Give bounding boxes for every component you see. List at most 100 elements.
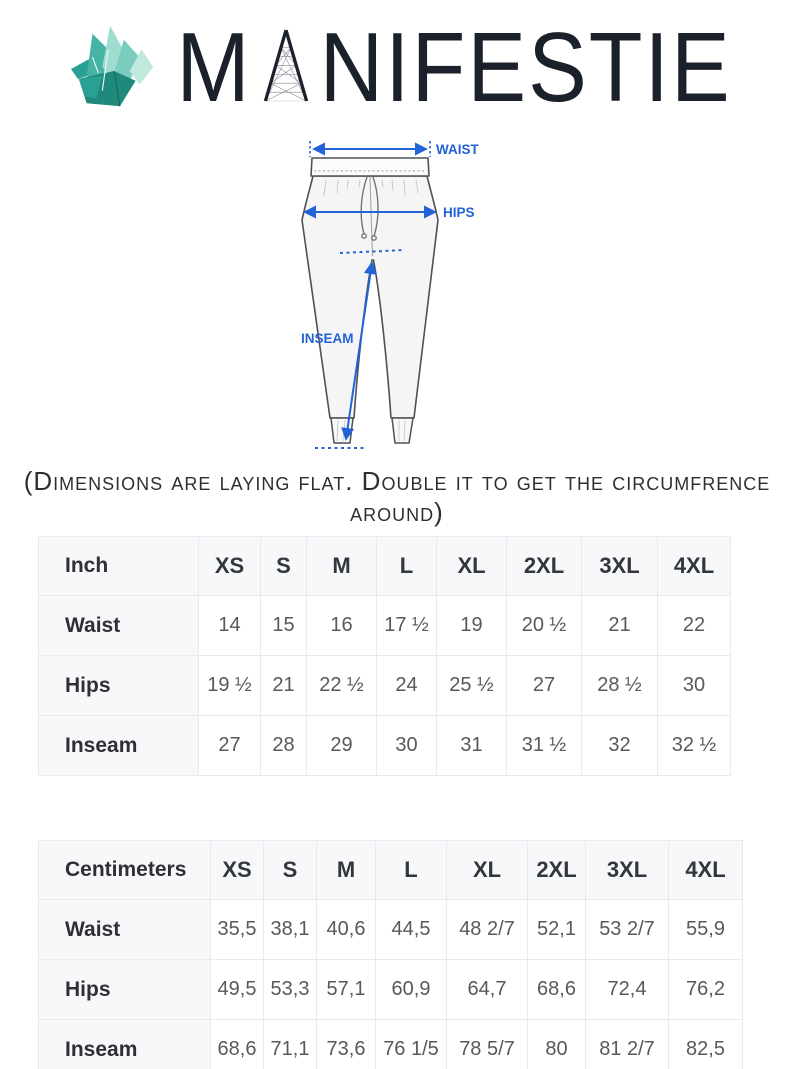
size-header-4xl: 4XL xyxy=(657,536,731,596)
cell-value: 32 ½ xyxy=(657,715,731,776)
cell-value: 72,4 xyxy=(585,959,669,1020)
size-header-3xl: 3XL xyxy=(585,840,669,900)
cell-value: 31 xyxy=(436,715,507,776)
cell-value: 60,9 xyxy=(375,959,447,1020)
cell-value: 38,1 xyxy=(263,899,317,960)
cell-value: 68,6 xyxy=(210,1019,264,1069)
size-header-l: L xyxy=(376,536,437,596)
row-label-inseam: Inseam xyxy=(38,1019,211,1069)
cell-value: 21 xyxy=(260,655,307,716)
cell-value: 21 xyxy=(581,595,658,656)
size-header-xl: XL xyxy=(436,536,507,596)
row-label-hips: Hips xyxy=(38,959,211,1020)
cell-value: 20 ½ xyxy=(506,595,582,656)
cell-value: 68,6 xyxy=(527,959,586,1020)
size-header-3xl: 3XL xyxy=(581,536,658,596)
cell-value: 32 xyxy=(581,715,658,776)
joggers-diagram: WAIST HIPS INSEAM xyxy=(301,141,480,449)
cell-value: 28 xyxy=(260,715,307,776)
centimeters-size-table: Centimeters XS S M L XL 2XL 3XL 4XL Wais… xyxy=(38,840,743,1069)
hips-label: HIPS xyxy=(443,205,475,220)
size-header-m: M xyxy=(316,840,376,900)
cell-value: 55,9 xyxy=(668,899,743,960)
size-header-4xl: 4XL xyxy=(668,840,743,900)
size-header-l: L xyxy=(375,840,447,900)
cell-value: 24 xyxy=(376,655,437,716)
cell-value: 71,1 xyxy=(263,1019,317,1069)
cell-value: 40,6 xyxy=(316,899,376,960)
size-header-m: M xyxy=(306,536,377,596)
cell-value: 64,7 xyxy=(446,959,528,1020)
table-row-waist: Waist 14 15 16 17 ½ 19 20 ½ 21 22 xyxy=(38,595,731,656)
cell-value: 25 ½ xyxy=(436,655,507,716)
inch-size-table: Inch XS S M L XL 2XL 3XL 4XL Waist 14 15… xyxy=(38,536,731,776)
cell-value: 82,5 xyxy=(668,1019,743,1069)
cell-value: 30 xyxy=(376,715,437,776)
cell-value: 76,2 xyxy=(668,959,743,1020)
waistband xyxy=(310,157,430,177)
table-row-inseam: Inseam 27 28 29 30 31 31 ½ 32 32 ½ xyxy=(38,715,731,776)
size-header-2xl: 2XL xyxy=(506,536,582,596)
cell-value: 29 xyxy=(306,715,377,776)
cell-value: 22 ½ xyxy=(306,655,377,716)
size-header-xs: XS xyxy=(210,840,264,900)
unit-header: Inch xyxy=(38,536,199,596)
inseam-label: INSEAM xyxy=(301,331,354,346)
cell-value: 17 ½ xyxy=(376,595,437,656)
cell-value: 57,1 xyxy=(316,959,376,1020)
brand-wordmark: M xyxy=(176,10,731,124)
cell-value: 30 xyxy=(657,655,731,716)
cell-value: 76 1/5 xyxy=(375,1019,447,1069)
waist-label: WAIST xyxy=(436,142,480,157)
crystal-logo-icon xyxy=(71,25,154,107)
string-art-a-icon xyxy=(263,29,308,102)
cell-value: 31 ½ xyxy=(506,715,582,776)
size-header-xl: XL xyxy=(446,840,528,900)
table-header-row: Inch XS S M L XL 2XL 3XL 4XL xyxy=(38,536,731,596)
table-row-inseam: Inseam 68,6 71,1 73,6 76 1/5 78 5/7 80 8… xyxy=(38,1019,743,1069)
table-row-hips: Hips 19 ½ 21 22 ½ 24 25 ½ 27 28 ½ 30 xyxy=(38,655,731,716)
measurement-diagram: WAIST HIPS INSEAM xyxy=(0,130,794,464)
cell-value: 49,5 xyxy=(210,959,264,1020)
table-header-row: Centimeters XS S M L XL 2XL 3XL 4XL xyxy=(38,840,743,900)
cell-value: 19 xyxy=(436,595,507,656)
unit-header: Centimeters xyxy=(38,840,211,900)
wordmark-text-after-a: NIFESTIE xyxy=(319,11,732,123)
fabric-wrinkles xyxy=(323,179,419,197)
cell-value: 15 xyxy=(260,595,307,656)
cell-value: 16 xyxy=(306,595,377,656)
brand-logo: M xyxy=(0,0,794,130)
row-label-hips: Hips xyxy=(38,655,199,716)
cell-value: 81 2/7 xyxy=(585,1019,669,1069)
row-label-waist: Waist xyxy=(38,595,199,656)
wordmark-text-before-a: M xyxy=(176,11,252,123)
row-label-inseam: Inseam xyxy=(38,715,199,776)
cell-value: 22 xyxy=(657,595,731,656)
cell-value: 52,1 xyxy=(527,899,586,960)
cell-value: 27 xyxy=(198,715,261,776)
cell-value: 53 2/7 xyxy=(585,899,669,960)
cell-value: 53,3 xyxy=(263,959,317,1020)
cell-value: 35,5 xyxy=(210,899,264,960)
cell-value: 80 xyxy=(527,1019,586,1069)
cell-value: 73,6 xyxy=(316,1019,376,1069)
cell-value: 19 ½ xyxy=(198,655,261,716)
table-row-waist: Waist 35,5 38,1 40,6 44,5 48 2/7 52,1 53… xyxy=(38,899,743,960)
inseam-arrow xyxy=(341,261,377,441)
cell-value: 28 ½ xyxy=(581,655,658,716)
size-header-xs: XS xyxy=(198,536,261,596)
cell-value: 44,5 xyxy=(375,899,447,960)
size-header-s: S xyxy=(260,536,307,596)
cell-value: 78 5/7 xyxy=(446,1019,528,1069)
measurement-arrows xyxy=(303,141,437,449)
pants-outline xyxy=(301,175,439,419)
cell-value: 27 xyxy=(506,655,582,716)
flat-measurement-note: (Dimensions are laying flat. Double it t… xyxy=(23,466,771,527)
crotch-dashed-line xyxy=(339,249,406,254)
size-header-2xl: 2XL xyxy=(527,840,586,900)
row-label-waist: Waist xyxy=(38,899,211,960)
cell-value: 14 xyxy=(198,595,261,656)
size-header-s: S xyxy=(263,840,317,900)
cell-value: 48 2/7 xyxy=(446,899,528,960)
